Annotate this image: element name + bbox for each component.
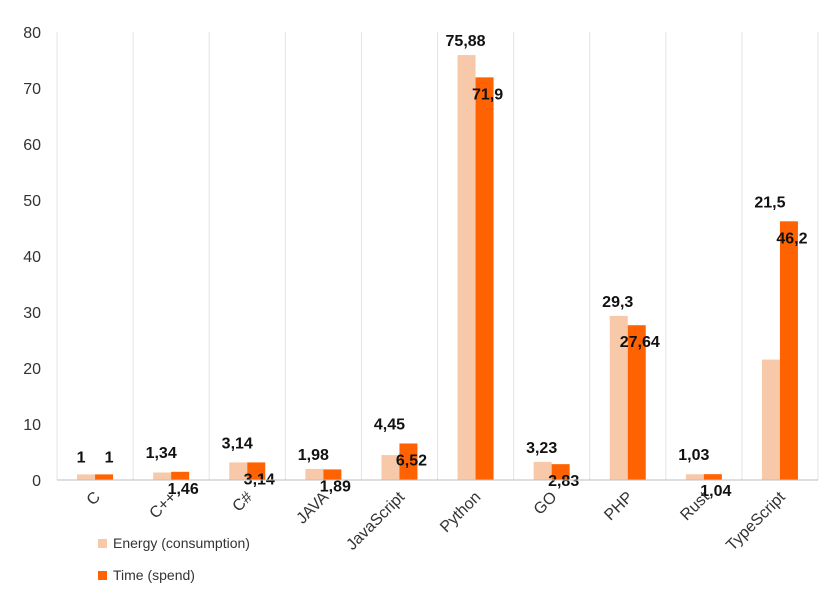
y-tick-label: 60 bbox=[23, 137, 41, 154]
data-label-energy: 3,23 bbox=[526, 440, 557, 457]
bar-time bbox=[399, 443, 418, 480]
data-label-energy: 1,03 bbox=[678, 447, 709, 464]
legend-swatch-energy bbox=[98, 538, 107, 548]
x-tick-label: PHP bbox=[601, 489, 636, 524]
legend-label-energy: Energy (consumption) bbox=[113, 535, 250, 551]
data-label-energy: 75,88 bbox=[446, 33, 486, 50]
bar-time bbox=[703, 474, 722, 480]
data-label-energy: 1 bbox=[77, 449, 86, 466]
x-tick-label: C# bbox=[230, 489, 257, 516]
data-label-energy: 1,98 bbox=[298, 447, 329, 464]
legend-item-time: Time (spend) bbox=[98, 566, 250, 584]
x-tick-label: C bbox=[84, 489, 104, 509]
bar-energy bbox=[761, 359, 780, 480]
bar-time bbox=[95, 474, 114, 480]
bar-energy bbox=[229, 462, 248, 480]
legend-item-energy: Energy (consumption) bbox=[98, 534, 250, 552]
bar-energy bbox=[609, 315, 628, 480]
data-label-energy: 29,3 bbox=[602, 294, 633, 311]
x-tick-label: Python bbox=[437, 489, 484, 536]
bar-time bbox=[551, 464, 570, 480]
bar-time bbox=[627, 325, 646, 480]
data-label-energy: 1,34 bbox=[146, 445, 177, 462]
legend: Energy (consumption) Time (spend) bbox=[98, 534, 250, 598]
bar-time bbox=[247, 462, 266, 480]
bar-energy bbox=[153, 472, 172, 480]
bar-energy bbox=[305, 468, 324, 480]
y-tick-label: 70 bbox=[23, 81, 41, 98]
data-label-time: 1,04 bbox=[700, 483, 731, 500]
data-label-time: 6,52 bbox=[396, 452, 427, 469]
data-label-time: 1 bbox=[105, 449, 114, 466]
data-label-energy: 3,14 bbox=[222, 435, 253, 452]
bar-energy bbox=[533, 461, 552, 480]
data-label-time: 1,46 bbox=[168, 481, 199, 498]
y-tick-label: 20 bbox=[23, 361, 41, 378]
data-label-time: 27,64 bbox=[620, 334, 660, 351]
bar-time bbox=[171, 471, 190, 480]
bar-time bbox=[323, 469, 342, 480]
data-label-time: 2,83 bbox=[548, 473, 579, 490]
data-label-time: 46,2 bbox=[776, 230, 807, 247]
data-label-energy: 4,45 bbox=[374, 416, 405, 433]
y-tick-label: 30 bbox=[23, 305, 41, 322]
y-tick-label: 80 bbox=[23, 25, 41, 42]
bar-energy bbox=[685, 474, 704, 480]
legend-label-time: Time (spend) bbox=[113, 567, 195, 583]
x-tick-label: GO bbox=[531, 489, 561, 519]
y-tick-label: 50 bbox=[23, 193, 41, 210]
y-tick-label: 0 bbox=[32, 473, 41, 490]
x-tick-label: JavaScript bbox=[343, 488, 408, 553]
bar-time bbox=[475, 77, 494, 481]
bar-energy bbox=[457, 55, 476, 481]
legend-swatch-time bbox=[98, 570, 107, 580]
data-label-time: 71,9 bbox=[472, 86, 503, 103]
x-tick-label: TypeScript bbox=[723, 488, 789, 554]
data-label-energy: 21,5 bbox=[754, 194, 785, 211]
data-label-time: 1,89 bbox=[320, 478, 351, 495]
y-tick-label: 10 bbox=[23, 417, 41, 434]
bar-time bbox=[779, 221, 798, 480]
bar-energy bbox=[77, 474, 96, 480]
y-tick-label: 40 bbox=[23, 249, 41, 266]
bar-energy bbox=[381, 455, 400, 480]
